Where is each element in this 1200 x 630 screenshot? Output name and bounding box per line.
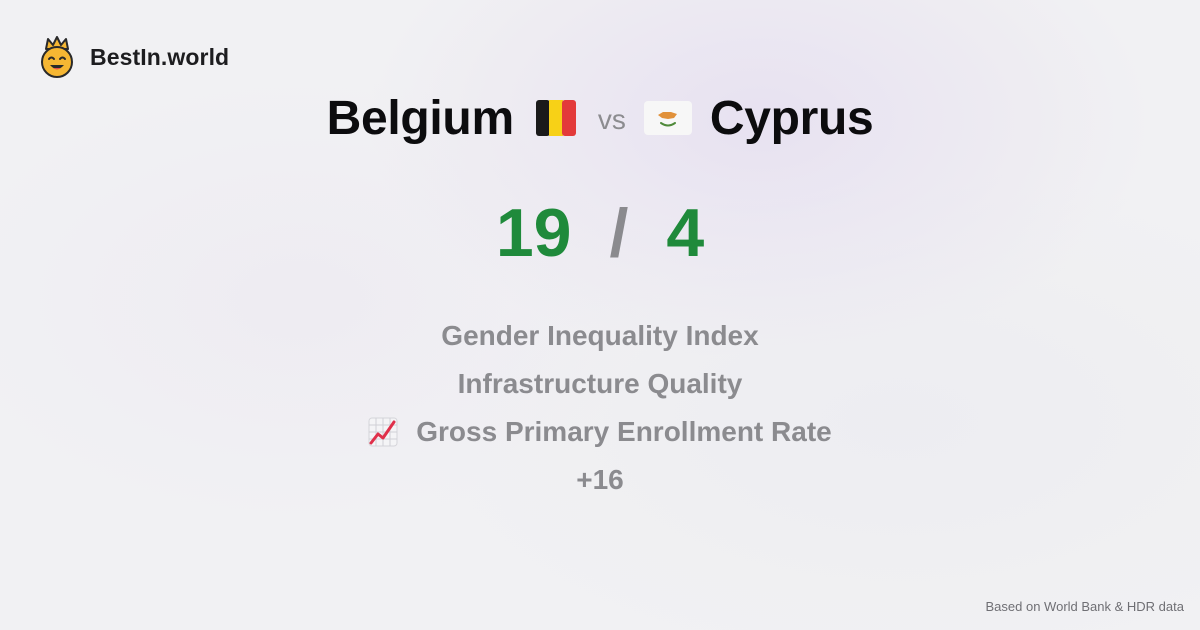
metric-label: Gender Inequality Index (441, 320, 759, 351)
right-country-name: Cyprus (709, 91, 874, 145)
score-display: 19 / 4 (0, 190, 1200, 276)
left-score: 19 (495, 195, 572, 271)
brand-link[interactable]: BestIn.world (38, 36, 229, 78)
source-note: Based on World Bank & HDR data (985, 599, 1184, 614)
score-separator: / (609, 195, 629, 271)
metric-label: Infrastructure Quality (457, 368, 743, 399)
right-score: 4 (666, 195, 705, 271)
more-metrics-count: +16 (576, 464, 624, 495)
brand-name: BestIn.world (90, 43, 230, 70)
comparison-headline: Belgium vs Cyprus (0, 86, 1200, 150)
left-country-name: Belgium (326, 91, 515, 145)
cyprus-flag-icon (643, 101, 692, 135)
crown-face-icon (41, 36, 73, 78)
metric-item: Infrastructure Quality (0, 360, 1200, 408)
metric-item: Gender Inequality Index (0, 312, 1200, 360)
belgium-flag-icon (535, 100, 576, 136)
metric-label: Gross Primary Enrollment Rate (416, 416, 832, 447)
vs-label: vs (597, 104, 626, 135)
metric-item: Gross Primary Enrollment Rate (0, 408, 1200, 456)
chart-increasing-icon (368, 417, 398, 447)
metrics-list: Gender Inequality Index Infrastructure Q… (0, 312, 1200, 504)
